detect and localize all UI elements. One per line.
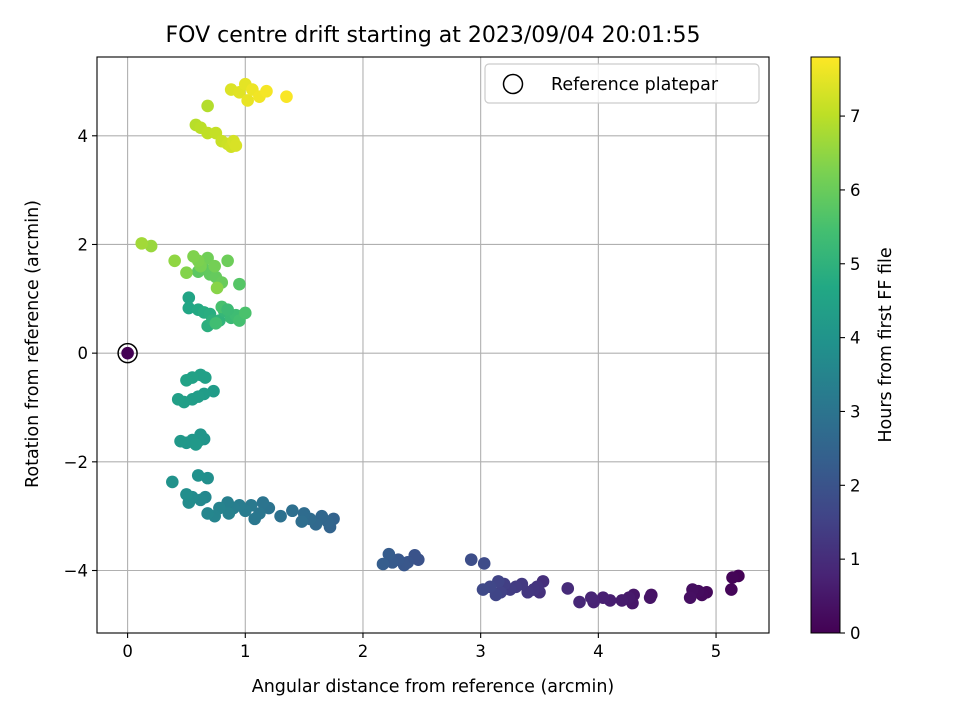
chart-title: FOV centre drift starting at 2023/09/04 … [166, 23, 701, 48]
colorbar-tick-label: 3 [850, 402, 861, 421]
y-tick-label: −2 [64, 453, 88, 472]
data-point [180, 488, 193, 501]
data-point [221, 303, 234, 316]
plot-area: 0 1 2 3 4 5 −4 −2 0 2 4 [64, 56, 770, 661]
data-point [725, 583, 738, 596]
data-point [201, 99, 214, 113]
colorbar: 0 1 2 3 4 5 6 7 Hours from first FF file [810, 56, 896, 643]
data-point [561, 582, 575, 595]
data-point [233, 277, 246, 291]
colorbar-tick-label: 0 [850, 624, 861, 643]
y-axis-label: Rotation from reference (arcmin) [23, 200, 43, 488]
data-point [280, 90, 293, 103]
data-point [229, 139, 243, 152]
data-point [241, 94, 254, 107]
data-point [464, 553, 478, 566]
data-point [274, 509, 287, 523]
data-point [596, 591, 610, 604]
reference-platepar-marker [117, 342, 138, 364]
data-point [248, 512, 262, 526]
colorbar-tick-label: 7 [850, 107, 861, 126]
data-point [238, 306, 252, 320]
data-point [182, 291, 196, 305]
data-point [260, 84, 273, 98]
x-tick-label: 1 [240, 642, 251, 661]
colorbar-tick-label: 1 [850, 550, 861, 569]
data-point [573, 595, 586, 609]
legend: Reference platepar [484, 63, 760, 104]
data-point [168, 254, 181, 268]
x-tick-label: 5 [711, 642, 722, 661]
x-axis-label: Angular distance from reference (arcmin) [252, 677, 615, 697]
data-point [222, 507, 236, 520]
data-point [208, 259, 221, 273]
colorbar-tick-label: 6 [850, 181, 861, 200]
data-point [121, 346, 134, 360]
colorbar-label: Hours from first FF file [876, 247, 896, 442]
data-point [191, 469, 205, 482]
data-point [726, 571, 739, 584]
x-tick-label: 3 [475, 642, 486, 661]
data-point [295, 515, 309, 528]
y-tick-label: 0 [78, 344, 89, 363]
colorbar-tick-label: 5 [850, 255, 861, 274]
data-point [615, 594, 629, 607]
data-point [476, 583, 490, 596]
data-point [382, 547, 396, 561]
x-tick-label: 2 [358, 642, 369, 661]
legend-label: Reference platepar [551, 75, 719, 95]
colorbar-tick-label: 4 [850, 329, 861, 348]
y-tick-label: −4 [64, 562, 88, 581]
data-point [643, 591, 657, 604]
plot-frame [96, 56, 770, 634]
data-point [166, 475, 179, 489]
data-point [180, 374, 193, 387]
data-point [376, 557, 390, 571]
data-point [180, 266, 193, 280]
data-point [210, 281, 224, 295]
data-point [477, 557, 491, 570]
data-point [584, 591, 598, 604]
y-tick-label: 4 [78, 127, 89, 146]
data-point [135, 237, 149, 250]
data-point [182, 301, 196, 315]
data-point [256, 496, 270, 509]
data-point [171, 393, 185, 406]
colorbar-tick-label: 2 [850, 476, 861, 495]
y-tick-label: 2 [78, 235, 89, 254]
x-tick-label: 0 [122, 642, 133, 661]
data-point [201, 507, 214, 520]
data-point [286, 504, 299, 518]
legend-reference-marker [502, 73, 524, 95]
data-point [221, 254, 234, 268]
data-point [187, 250, 200, 263]
data-point [209, 316, 223, 330]
data-point [683, 591, 697, 604]
data-point [189, 438, 203, 451]
legend-box [484, 63, 760, 104]
colorbar-gradient [810, 56, 841, 634]
x-tick-label: 4 [593, 642, 604, 661]
data-point [174, 434, 187, 448]
